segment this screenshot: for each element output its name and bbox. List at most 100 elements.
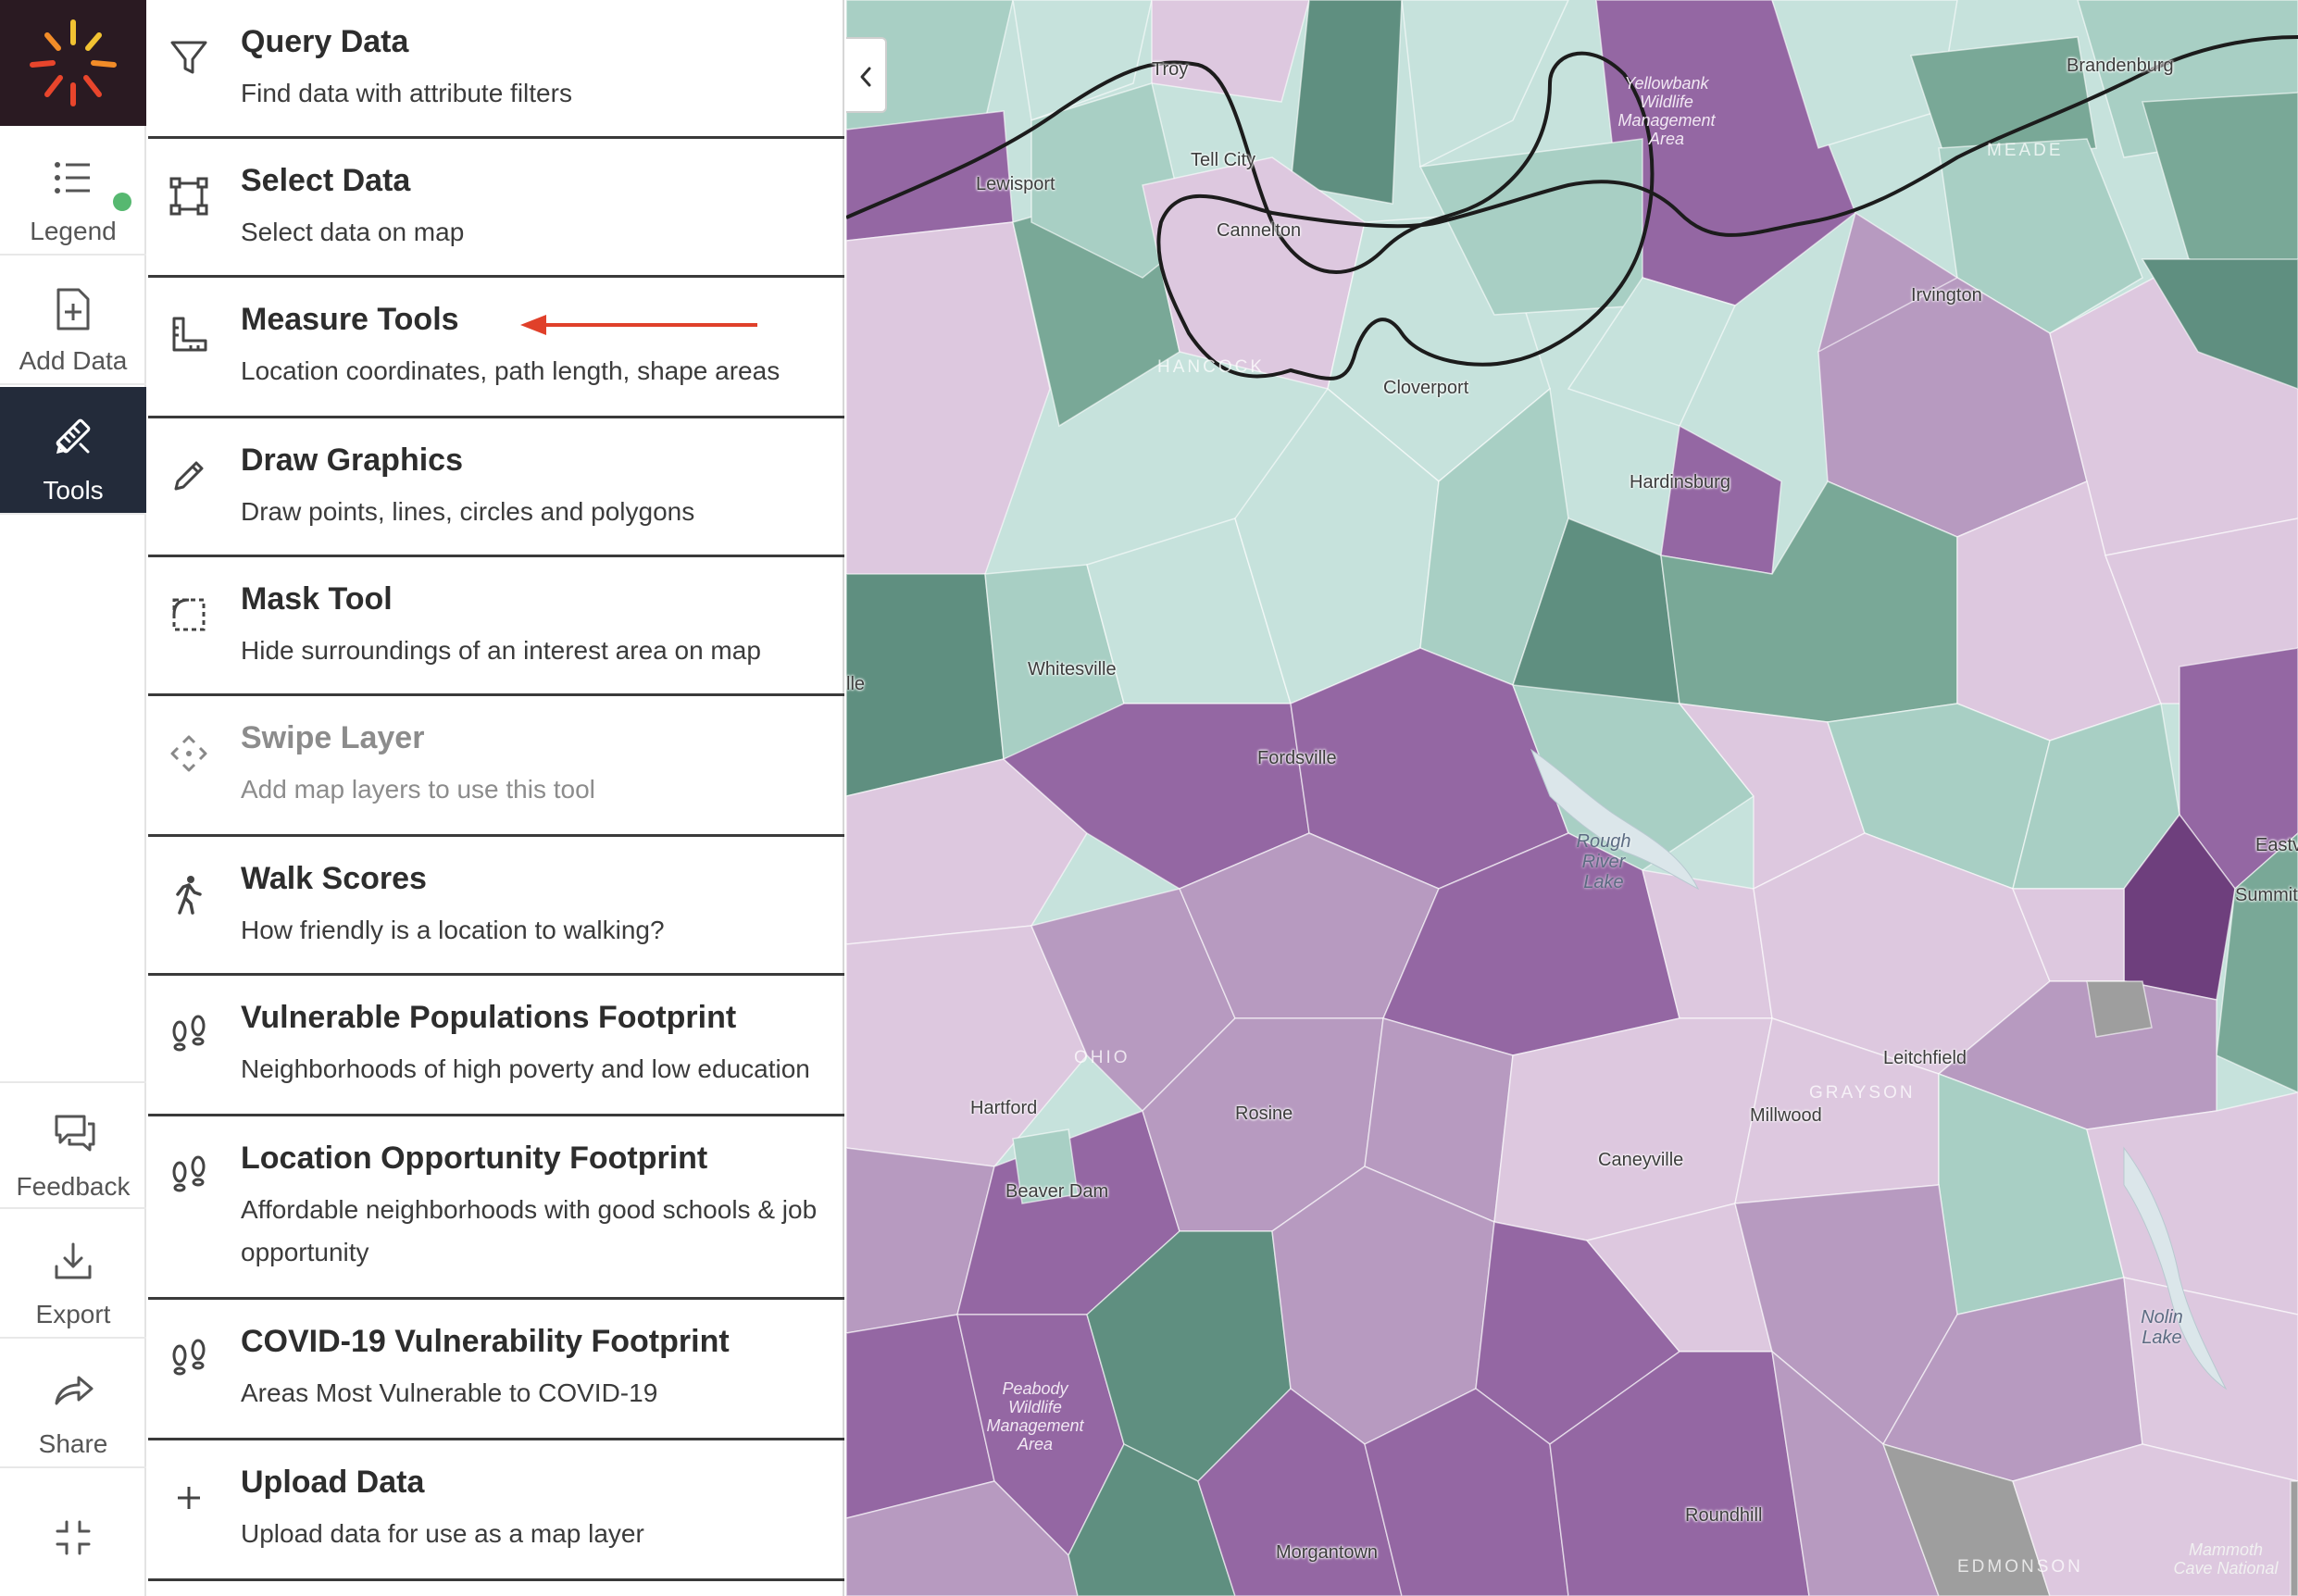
rail-share-button[interactable]: Share bbox=[0, 1340, 146, 1468]
rail-add-data-button[interactable]: Add Data bbox=[0, 257, 146, 385]
place-label: Lewisport bbox=[976, 174, 1055, 194]
compress-icon bbox=[56, 1520, 91, 1555]
tool-desc: Upload data for use as a map layer bbox=[241, 1519, 644, 1548]
place-label: Morgantown bbox=[1276, 1542, 1379, 1563]
rail-legend-button[interactable]: Legend bbox=[0, 128, 146, 256]
tool-desc: Neighborhoods of high poverty and low ed… bbox=[241, 1054, 810, 1083]
area-label: Yellowbank Wildlife Management Area bbox=[1617, 74, 1716, 148]
ruler-icon bbox=[172, 317, 207, 352]
tract bbox=[2142, 92, 2298, 297]
rail-tools-label: Tools bbox=[43, 476, 104, 505]
tract bbox=[2123, 1277, 2298, 1482]
place-label: Millwood bbox=[1750, 1105, 1822, 1126]
legend-status-dot bbox=[113, 193, 131, 211]
tool-mask-tool[interactable]: Mask Tool Hide surroundings of an intere… bbox=[148, 557, 844, 696]
rail-feedback-label: Feedback bbox=[16, 1172, 131, 1201]
tool-desc: Affordable neighborhoods with good schoo… bbox=[241, 1195, 818, 1266]
tool-draw-graphics[interactable]: Draw Graphics Draw points, lines, circle… bbox=[148, 418, 844, 557]
tool-title: Walk Scores bbox=[241, 861, 427, 896]
area-label: Mammoth Cave National bbox=[2173, 1540, 2279, 1577]
place-label: Beaver Dam bbox=[1005, 1181, 1109, 1202]
tract bbox=[2290, 1480, 2298, 1596]
tract bbox=[846, 758, 1088, 945]
tool-desc: Location coordinates, path length, shape… bbox=[241, 356, 781, 385]
place-label: Roundhill bbox=[1685, 1505, 1763, 1526]
rail-export-label: Export bbox=[35, 1300, 111, 1328]
tract bbox=[1012, 1128, 1079, 1204]
tract bbox=[1511, 684, 1755, 871]
tract bbox=[1770, 1350, 1940, 1596]
chevron-left-icon bbox=[860, 67, 871, 87]
tool-title: COVID-19 Vulnerability Footprint bbox=[241, 1324, 730, 1359]
tool-measure-tools[interactable]: Measure Tools Location coordinates, path… bbox=[148, 278, 844, 418]
tool-title: Upload Data bbox=[241, 1465, 425, 1500]
tool-title: Query Data bbox=[241, 24, 409, 59]
place-label: Rosine bbox=[1235, 1103, 1293, 1124]
mask-icon bbox=[172, 598, 206, 631]
county-label: HANCOCK bbox=[1157, 357, 1266, 377]
tools-icon bbox=[56, 418, 91, 455]
county-label: OHIO bbox=[1074, 1048, 1130, 1067]
tool-covid-19-vulnerability-footprint[interactable]: COVID-19 Vulnerability Footprint Areas M… bbox=[148, 1300, 844, 1440]
rail-share-label: Share bbox=[38, 1429, 108, 1458]
ohio-river-boundary bbox=[846, 35, 2298, 380]
place-label: Brandenburg bbox=[2067, 56, 2174, 76]
tract bbox=[2086, 1091, 2298, 1315]
tool-title: Swipe Layer bbox=[241, 720, 425, 755]
tool-title: Select Data bbox=[241, 163, 411, 198]
county-label: EDMONSON bbox=[1957, 1557, 2083, 1577]
map-canvas[interactable]: Troy Tell City Cannelton Lewisport Brand… bbox=[846, 0, 2298, 1596]
footprint-icon bbox=[172, 1015, 206, 1052]
place-label: Whitesville bbox=[1028, 659, 1117, 680]
pencil-icon bbox=[174, 461, 204, 491]
tract bbox=[1151, 0, 1310, 103]
tools-panel: Query Data Find data with attribute filt… bbox=[148, 0, 844, 1596]
rough-river-lake bbox=[1530, 748, 1700, 891]
tract bbox=[2086, 980, 2153, 1038]
place-label: Summit bbox=[2235, 885, 2298, 905]
tool-upload-data[interactable]: Upload Data Upload data for use as a map… bbox=[148, 1440, 844, 1581]
filter-icon bbox=[170, 41, 207, 74]
place-label: Irvington bbox=[1911, 285, 1982, 305]
place-label: Fordsville bbox=[1257, 748, 1337, 768]
tract bbox=[846, 221, 1051, 593]
footprint-icon bbox=[172, 1155, 206, 1192]
rail-tools-button[interactable]: Tools bbox=[0, 387, 146, 515]
tool-desc: Hide surroundings of an interest area on… bbox=[241, 636, 761, 665]
app-logo[interactable] bbox=[0, 0, 146, 126]
choropleth-map bbox=[846, 0, 2298, 1596]
nolin-lake bbox=[2123, 1146, 2228, 1390]
select-square-icon bbox=[169, 177, 208, 216]
tract bbox=[1938, 138, 2143, 334]
rail-legend-label: Legend bbox=[30, 217, 117, 245]
collapse-panel-button[interactable] bbox=[846, 37, 887, 113]
tool-desc: Areas Most Vulnerable to COVID-19 bbox=[241, 1378, 658, 1407]
tract bbox=[1401, 0, 1569, 168]
footprint-icon bbox=[172, 1339, 206, 1376]
tool-desc: Draw points, lines, circles and polygons bbox=[241, 497, 695, 526]
county-label: MEADE bbox=[1987, 141, 2064, 160]
share-arrow-icon bbox=[55, 1376, 94, 1405]
county-label: GRAYSON bbox=[1809, 1083, 1916, 1103]
tool-walk-scores[interactable]: Walk Scores How friendly is a location t… bbox=[148, 837, 844, 976]
rail-export-button[interactable]: Export bbox=[0, 1211, 146, 1339]
area-label: Peabody Wildlife Management Area bbox=[986, 1379, 1084, 1453]
plus-icon bbox=[178, 1487, 200, 1509]
tool-select-data[interactable]: Select Data Select data on map bbox=[148, 139, 844, 335]
rail-feedback-button[interactable]: Feedback bbox=[0, 1081, 146, 1209]
tool-title: Draw Graphics bbox=[241, 443, 463, 478]
tract bbox=[1290, 0, 1403, 205]
download-icon bbox=[55, 1242, 92, 1279]
tool-swipe-layer: Swipe Layer Add map layers to use this t… bbox=[148, 696, 844, 837]
tool-query-data[interactable]: Query Data Find data with attribute filt… bbox=[148, 0, 844, 139]
tract bbox=[2012, 1443, 2298, 1596]
swipe-icon bbox=[170, 735, 207, 772]
water-label: Nolin Lake bbox=[2141, 1307, 2183, 1348]
place-label: Tell City bbox=[1191, 150, 1256, 170]
tool-vulnerable-populations-footprint[interactable]: Vulnerable Populations Footprint Neighbo… bbox=[148, 976, 844, 1116]
collapse-rail-button[interactable] bbox=[0, 1472, 146, 1596]
place-label: Hartford bbox=[970, 1098, 1038, 1118]
tool-location-opportunity-footprint[interactable]: Location Opportunity Footprint Affordabl… bbox=[148, 1116, 844, 1300]
tract bbox=[846, 573, 1005, 797]
tool-title: Vulnerable Populations Footprint bbox=[241, 1000, 737, 1035]
